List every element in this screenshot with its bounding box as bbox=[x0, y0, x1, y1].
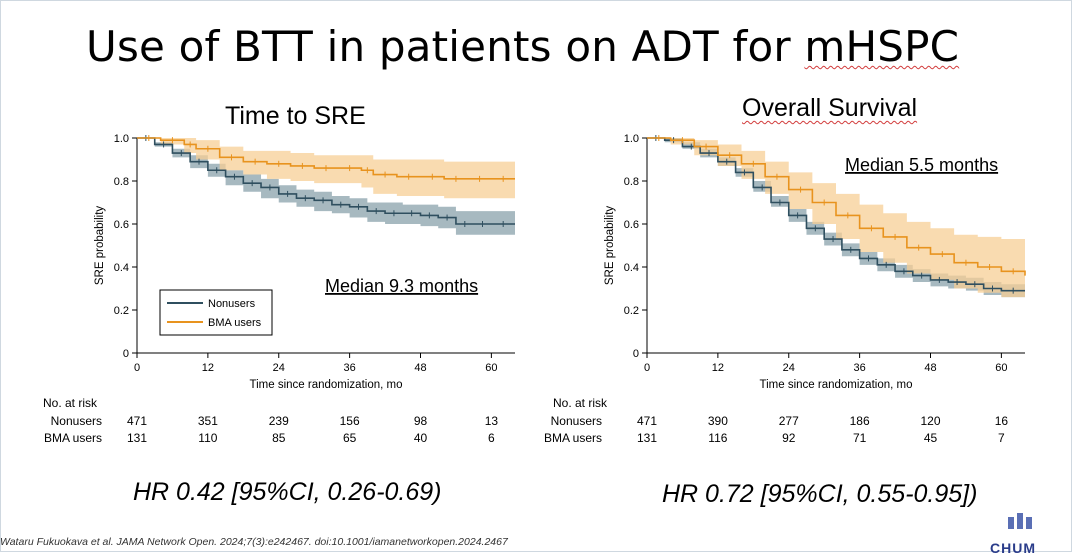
p0-risk-value: 131 bbox=[127, 431, 147, 445]
hr-right: HR 0.72 [95%CI, 0.55-0.95]) bbox=[662, 480, 978, 508]
p1-risk-row-label: Nonusers bbox=[551, 414, 602, 428]
logo-text: CHUM bbox=[990, 540, 1036, 556]
p0-risk-value: 6 bbox=[488, 431, 495, 445]
p1-risk-value: 471 bbox=[637, 414, 657, 428]
p0-band-nonusers bbox=[137, 138, 515, 235]
p0-x-tick-label: 36 bbox=[344, 362, 356, 374]
p0-y-tick-label: 0.8 bbox=[114, 176, 129, 188]
p1-line-bma bbox=[647, 137, 1026, 276]
p1-x-tick-label: 0 bbox=[644, 362, 650, 374]
p0-risk-value: 471 bbox=[127, 414, 147, 428]
p1-risk-header: No. at risk bbox=[553, 396, 608, 410]
p0-risk-header: No. at risk bbox=[43, 396, 98, 410]
p1-y-tick-label: 0.4 bbox=[624, 262, 639, 274]
p1-y-tick-label: 0.8 bbox=[624, 176, 639, 188]
p0-risk-value: 13 bbox=[485, 414, 499, 428]
p0-y-tick-label: 0 bbox=[123, 348, 129, 360]
p0-y-tick-label: 0.6 bbox=[114, 219, 129, 231]
chum-logo: CHUM bbox=[990, 510, 1060, 556]
p0-legend-label: Nonusers bbox=[208, 298, 256, 310]
p0-line-nonusers bbox=[137, 137, 515, 225]
p0-y-tick-label: 0.2 bbox=[114, 305, 129, 317]
p0-median-annotation: Median 9.3 months bbox=[325, 276, 478, 296]
p0-risk-value: 98 bbox=[414, 414, 428, 428]
p1-x-tick-label: 48 bbox=[924, 362, 936, 374]
p0-risk-value: 85 bbox=[272, 431, 286, 445]
p1-y-tick-label: 0.6 bbox=[624, 219, 639, 231]
p1-risk-value: 116 bbox=[708, 431, 727, 445]
p0-x-tick-label: 60 bbox=[485, 362, 497, 374]
p1-y-tick-label: 1.0 bbox=[624, 133, 639, 145]
p1-risk-value: 16 bbox=[995, 414, 1009, 428]
p1-x-tick-label: 24 bbox=[783, 362, 795, 374]
p1-risk-value: 7 bbox=[998, 431, 1005, 445]
p0-y-tick-label: 1.0 bbox=[114, 133, 129, 145]
p1-risk-value: 120 bbox=[920, 414, 940, 428]
p0-x-tick-label: 12 bbox=[202, 362, 214, 374]
p0-risk-value: 110 bbox=[198, 431, 217, 445]
p0-risk-value: 65 bbox=[343, 431, 357, 445]
p0-risk-row-label: Nonusers bbox=[51, 414, 102, 428]
p0-risk-row-label: BMA users bbox=[44, 431, 102, 445]
p1-x-tick-label: 60 bbox=[995, 362, 1007, 374]
title-main: Use of BTT in patients on ADT for bbox=[86, 22, 805, 71]
p0-x-tick-label: 48 bbox=[414, 362, 426, 374]
p1-risk-value: 277 bbox=[779, 414, 799, 428]
p1-x-tick-label: 36 bbox=[854, 362, 866, 374]
p1-risk-value: 131 bbox=[637, 431, 657, 445]
slide-title: Use of BTT in patients on ADT for mHSPC bbox=[86, 22, 959, 71]
p1-risk-value: 390 bbox=[708, 414, 728, 428]
p1-band-bma bbox=[647, 138, 1025, 302]
panel-title-left: Time to SRE bbox=[225, 102, 366, 130]
p1-risk-row-label: BMA users bbox=[544, 431, 602, 445]
p1-risk-value: 186 bbox=[850, 414, 870, 428]
hr-left: HR 0.42 [95%CI, 0.26-0.69) bbox=[133, 478, 442, 506]
p0-risk-value: 351 bbox=[198, 414, 218, 428]
p0-x-tick-label: 0 bbox=[134, 362, 140, 374]
p1-y-tick-label: 0.2 bbox=[624, 305, 639, 317]
p0-legend-label: BMA users bbox=[208, 317, 262, 329]
p1-x-axis-label: Time since randomization, mo bbox=[760, 379, 913, 391]
p0-risk-value: 40 bbox=[414, 431, 428, 445]
panel-title-right: Overall Survival bbox=[742, 94, 917, 123]
p1-risk-value: 71 bbox=[853, 431, 867, 445]
citation: Wataru Fukuokava et al. JAMA Network Ope… bbox=[0, 536, 508, 548]
title-underlined: mHSPC bbox=[804, 22, 960, 71]
p1-y-axis-label: SRE probability bbox=[604, 206, 616, 286]
p0-y-tick-label: 0.4 bbox=[114, 262, 129, 274]
p0-legend-box bbox=[159, 289, 273, 336]
p1-x-tick-label: 12 bbox=[712, 362, 724, 374]
panel-title-right-text: Overall Survival bbox=[742, 94, 918, 122]
p0-x-axis-label: Time since randomization, mo bbox=[250, 379, 403, 391]
p0-risk-value: 156 bbox=[340, 414, 360, 428]
p0-risk-value: 239 bbox=[269, 414, 289, 428]
p0-y-axis-label: SRE probability bbox=[94, 206, 106, 286]
p1-risk-value: 45 bbox=[924, 431, 938, 445]
p0-x-tick-label: 24 bbox=[273, 362, 285, 374]
p1-y-tick-label: 0 bbox=[633, 348, 639, 360]
p1-median-annotation: Median 5.5 months bbox=[845, 155, 998, 175]
p1-risk-value: 92 bbox=[782, 431, 796, 445]
